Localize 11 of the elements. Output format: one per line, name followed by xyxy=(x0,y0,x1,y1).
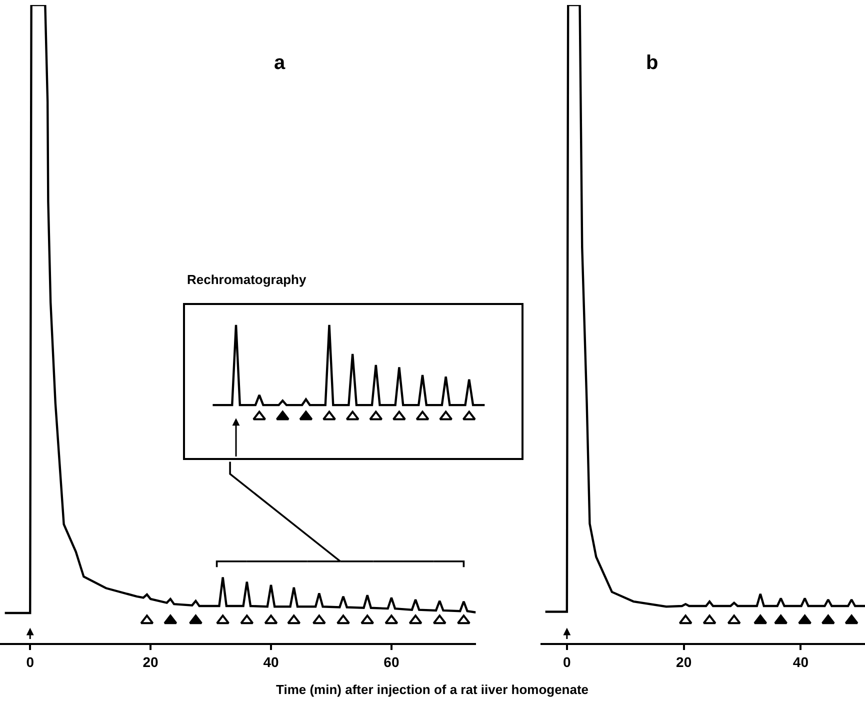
x-tick-label: 20 xyxy=(142,654,159,670)
x-tick-label: 0 xyxy=(26,654,34,670)
x-axis-title: Time (min) after injection of a rat iiver homogenate xyxy=(276,682,589,697)
x-tick-label: 40 xyxy=(263,654,279,670)
x-tick-label: 0 xyxy=(563,654,572,670)
x-tick-label: 20 xyxy=(676,654,692,670)
chart-title: Rechromatography xyxy=(187,272,307,287)
text: a xyxy=(274,52,286,74)
text: b xyxy=(646,52,658,74)
x-tick-label: 40 xyxy=(792,654,809,670)
x-tick-label: 60 xyxy=(384,654,400,670)
